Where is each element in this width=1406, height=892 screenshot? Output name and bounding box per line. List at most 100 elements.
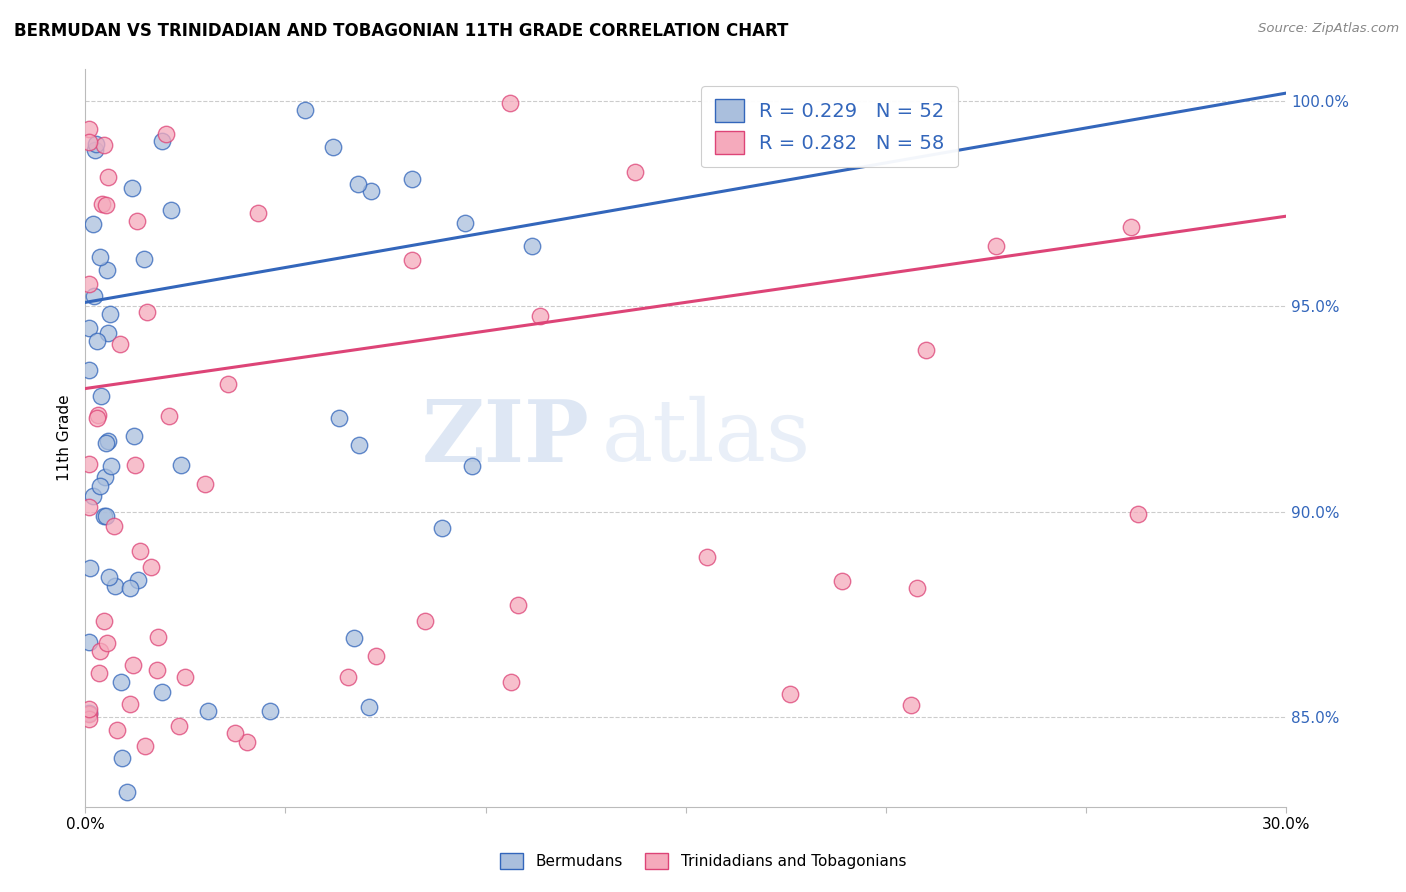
Point: [134, 739, 156, 753]
Point: [94, 435, 117, 450]
Point: [125, 214, 148, 228]
Point: [100, 459, 122, 474]
Point: [108, 336, 131, 351]
Point: [132, 252, 155, 267]
Point: [146, 631, 169, 645]
Y-axis label: 11th Grade: 11th Grade: [58, 394, 72, 481]
Point: [93, 138, 115, 153]
Point: [90, 389, 112, 403]
Point: [294, 103, 316, 118]
Point: [93, 614, 115, 628]
Point: [160, 202, 183, 217]
Point: [79, 635, 101, 649]
Point: [129, 544, 152, 558]
Point: [87, 408, 110, 422]
Point: [259, 704, 281, 718]
Point: [120, 697, 142, 711]
Point: [96, 326, 118, 340]
Point: [194, 477, 217, 491]
Point: [86, 411, 108, 425]
Point: [89, 251, 111, 265]
Point: [89, 479, 111, 493]
Point: [343, 631, 366, 645]
Point: [84, 144, 107, 158]
Point: [413, 614, 436, 628]
Point: [111, 751, 134, 765]
Point: [401, 253, 423, 268]
Point: [87, 665, 110, 680]
Point: [831, 574, 853, 588]
Point: [104, 579, 127, 593]
Point: [520, 239, 543, 253]
Point: [453, 216, 475, 230]
Point: [779, 687, 801, 701]
Point: [150, 134, 173, 148]
Point: [89, 643, 111, 657]
Point: [79, 122, 101, 136]
Point: [122, 657, 145, 672]
Point: [167, 718, 190, 732]
Point: [93, 470, 115, 484]
Point: [461, 458, 484, 473]
Point: [401, 171, 423, 186]
Text: BERMUDAN VS TRINIDADIAN AND TOBAGONIAN 11TH GRADE CORRELATION CHART: BERMUDAN VS TRINIDADIAN AND TOBAGONIAN 1…: [14, 22, 789, 40]
Point: [84, 136, 107, 151]
Point: [86, 334, 108, 348]
Point: [986, 238, 1008, 252]
Point: [79, 363, 101, 377]
Point: [79, 712, 101, 726]
Point: [217, 377, 239, 392]
Point: [900, 698, 922, 713]
Point: [347, 438, 370, 452]
Point: [105, 723, 128, 737]
Point: [905, 581, 928, 595]
Point: [346, 177, 368, 191]
Point: [91, 196, 114, 211]
Point: [122, 428, 145, 442]
Point: [157, 409, 180, 424]
Point: [82, 490, 104, 504]
Point: [79, 561, 101, 575]
Point: [121, 180, 143, 194]
Legend: Bermudans, Trinidadians and Tobagonians: Bermudans, Trinidadians and Tobagonians: [494, 847, 912, 875]
Point: [1119, 220, 1142, 235]
Point: [103, 519, 125, 533]
Point: [115, 785, 138, 799]
Point: [79, 702, 101, 716]
Point: [696, 549, 718, 564]
Point: [79, 706, 101, 721]
Point: [236, 735, 259, 749]
Point: [322, 140, 344, 154]
Point: [499, 96, 522, 111]
Point: [529, 310, 551, 324]
Point: [337, 670, 360, 684]
Text: atlas: atlas: [602, 396, 811, 479]
Point: [328, 410, 350, 425]
Point: [508, 599, 530, 613]
Point: [366, 648, 388, 663]
Point: [170, 458, 193, 472]
Point: [93, 509, 115, 524]
Point: [110, 675, 132, 690]
Point: [1126, 508, 1149, 522]
Point: [360, 184, 382, 198]
Point: [501, 674, 523, 689]
Point: [97, 169, 120, 184]
Point: [79, 500, 101, 514]
Point: [127, 574, 149, 588]
Point: [83, 289, 105, 303]
Point: [98, 307, 121, 321]
Point: [357, 699, 380, 714]
Point: [146, 663, 169, 677]
Point: [79, 706, 101, 721]
Point: [173, 671, 195, 685]
Point: [118, 581, 141, 595]
Point: [432, 521, 454, 535]
Point: [141, 560, 163, 574]
Point: [197, 704, 219, 718]
Point: [247, 206, 270, 220]
Text: Source: ZipAtlas.com: Source: ZipAtlas.com: [1258, 22, 1399, 36]
Point: [79, 321, 101, 335]
Point: [124, 458, 146, 473]
Point: [623, 165, 645, 179]
